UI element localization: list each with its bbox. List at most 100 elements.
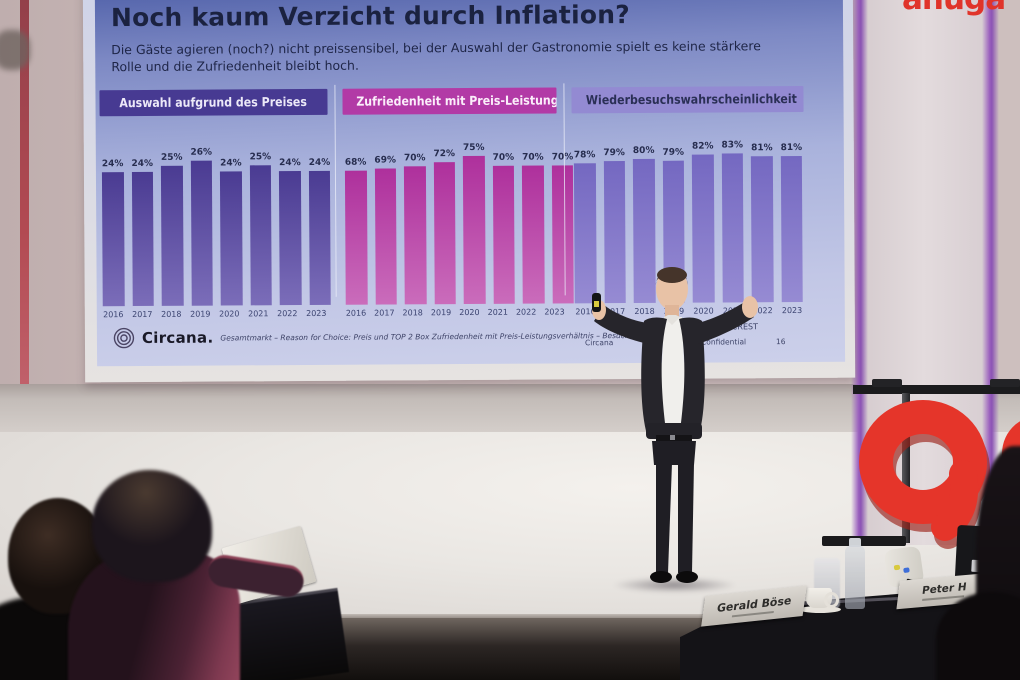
purple-stripe-left [851,0,868,540]
bar-value-label: 78% [573,150,596,161]
sticker [903,567,910,574]
bar-column: 25% [160,152,184,306]
sign-rail-top [853,385,1020,394]
bar-column: 70% [492,152,516,304]
chart-panel-price-choice: Auswahl aufgrund des Preises 24% 24% 25% 26… [99,88,332,319]
bar [403,166,427,305]
chart-header-label: Auswahl aufgrund des Preises [119,93,308,111]
speaker-right-leg [678,463,694,573]
bar-chart: 24% 24% 25% 26% 24% 25% 24% 24% [100,133,332,307]
bar [433,162,456,305]
nameplate-label: Gerald Böse [716,593,793,615]
bar-column: 70% [522,153,545,304]
bar-value-label: 70% [551,152,574,163]
audience-silhouette-woman-hair [92,470,212,582]
bar-column: 69% [374,155,397,305]
bar-value-label: 83% [721,140,744,151]
chart-header-label: Zufriedenheit mit Preis-Leistung [356,92,557,109]
purple-stripe-right [982,0,999,540]
audience-silhouette-right-head [936,592,1020,680]
x-tick-label: 2018 [161,309,182,319]
x-tick-label: 2017 [374,308,395,318]
stage-floor [0,384,1020,434]
presentation-slide: Noch kaum Verzicht durch Inflation? Die … [94,0,846,367]
bar [551,165,575,304]
sign-clamp [990,379,1020,387]
bar [131,171,154,307]
stage-edge-shadow [0,614,1020,619]
bar [220,171,243,306]
bar [190,160,213,306]
x-tick-label: 2019 [190,309,211,319]
bar-column: 24% [102,159,125,307]
x-tick-label: 2016 [103,310,124,320]
bar-column: 81% [780,143,804,303]
x-tick-label: 2019 [430,308,452,318]
bar-column: 68% [344,157,368,305]
slide-footer: Circana. Gesamtmarkt – Reason for Choice… [113,324,653,349]
x-tick-label: 2021 [487,307,508,317]
bar-column: 24% [308,157,332,305]
speaker-shirt [659,317,687,429]
speaker-left-leg [656,463,672,573]
bar-value-label: 25% [160,152,183,163]
chart-header: Wiederbesuchswahrscheinlichkeit [571,85,804,114]
x-tick-label: 2020 [219,309,240,319]
bar [463,155,486,305]
bar-value-label: 75% [462,142,485,154]
slide-page-number: 16 [775,337,786,347]
bar-value-label: 82% [691,141,714,152]
bar [344,170,368,305]
bar-value-label: 81% [751,143,773,154]
saucer [799,606,841,613]
chart-header: Auswahl aufgrund des Preises [99,88,328,117]
sticker [893,564,901,571]
bar-value-label: 72% [433,149,456,160]
sign-pole [902,393,910,543]
bar-value-label: 24% [131,158,154,170]
x-tick-label: 2018 [402,308,423,318]
chart-panel-satisfaction: Zufriedenheit mit Preis-Leistung 68% 69% 7… [342,87,575,318]
circana-rings-icon [113,327,135,349]
bar [374,168,397,305]
bar-column: 24% [131,158,154,307]
x-tick-label: 2022 [277,309,298,319]
bar-column: 72% [433,149,456,305]
bar-value-label: 25% [249,152,272,163]
bar [279,171,302,306]
bar-column: 70% [403,153,427,305]
bar-value-label: 24% [308,157,331,168]
speaker-right-arm [698,301,754,344]
wall-red-stripe [20,0,29,384]
x-tick-label: 2023 [306,308,327,318]
bar-value-label: 70% [403,153,426,164]
speaker-person [592,267,758,583]
bar [492,165,516,304]
bar-value-label: 68% [344,157,367,168]
bar-value-label: 69% [374,155,396,166]
x-tick-label: 2021 [248,309,269,319]
bar-column: 26% [190,148,213,306]
ceiling-fixture [0,30,30,70]
bar-column: 24% [279,158,302,306]
slide-subtitle: Die Gäste agieren (noch?) nicht preissen… [111,38,761,75]
x-axis-labels: 2016 2017 2018 2019 2020 2021 2022 2023 [344,307,565,318]
chart-header-label: Wiederbesuchswahrscheinlichkeit [585,90,797,108]
bar-value-label: 70% [492,152,515,163]
bar-chart: 68% 69% 70% 72% 75% 70% 70% 70% [343,131,575,305]
bar [308,170,332,305]
bar-value-label: 24% [279,158,301,169]
projection-screen: Noch kaum Verzicht durch Inflation? Die … [82,0,856,383]
bar-column: 24% [220,158,243,306]
circana-wordmark: Circana. [141,328,214,348]
x-axis-labels: 2016 2017 2018 2019 2020 2021 2022 2023 [101,309,329,319]
bar-column: 70% [551,152,575,304]
bar [160,165,184,306]
water-bottle [845,545,865,609]
speaker-left-arm [594,305,648,344]
bar-value-label: 80% [632,145,655,156]
x-tick-label: 2016 [345,308,367,318]
bar [780,155,804,303]
bottle-cap [849,538,861,547]
bar-column: 25% [249,152,273,306]
